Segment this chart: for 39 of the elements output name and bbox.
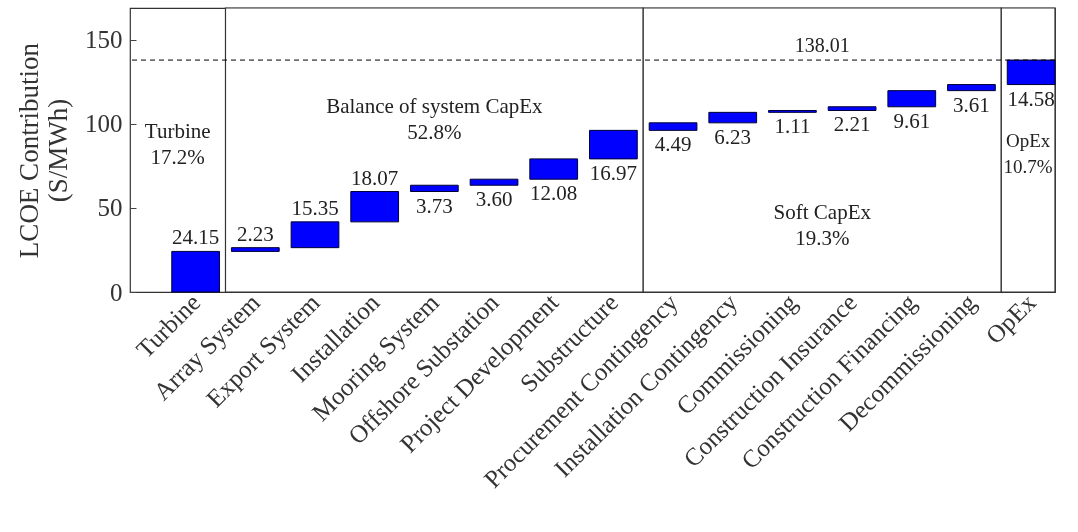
data-label: 24.15 [172, 225, 220, 250]
data-label: 4.49 [654, 132, 692, 157]
data-label: 3.61 [953, 92, 990, 117]
data-label: 14.58 [1007, 86, 1055, 111]
bar [290, 221, 340, 249]
data-label: 2.23 [236, 221, 274, 246]
bar [708, 111, 758, 124]
bar [589, 129, 638, 160]
bar [469, 178, 519, 186]
band-label: Balance of system CapEx 52.8% [326, 94, 544, 145]
data-label: 15.35 [291, 195, 339, 220]
data-label: 16.97 [589, 160, 638, 185]
bar [648, 122, 698, 131]
bar [171, 250, 221, 293]
annotation: Turbine 17.2% [144, 119, 211, 170]
bar [1006, 59, 1056, 86]
bar [350, 191, 400, 223]
data-label: 9.61 [893, 108, 931, 133]
band-label: OpEx 10.7% [1003, 129, 1053, 177]
data-label: 2.21 [833, 112, 871, 137]
data-label: 3.60 [475, 187, 513, 212]
band-label: Soft CapEx 19.3% [773, 200, 872, 251]
data-label: 6.23 [714, 124, 752, 149]
bar [887, 90, 937, 108]
bar [947, 84, 996, 92]
bar [409, 184, 459, 193]
y-axis-title: LCOE Contribution (S/MWh) [14, 42, 73, 259]
bar [529, 158, 579, 180]
y-tick-label: 50 [97, 194, 123, 222]
y-tick-label: 0 [110, 278, 123, 306]
data-label: 3.73 [415, 193, 453, 218]
data-label: 12.08 [530, 181, 578, 206]
y-tick-label: 100 [85, 110, 123, 138]
data-label: 1.11 [774, 114, 811, 139]
ref-line-label: 138.01 [794, 34, 850, 57]
bar [230, 247, 280, 252]
data-label: 18.07 [351, 165, 399, 190]
bar [827, 106, 877, 111]
y-tick-label: 150 [85, 26, 123, 54]
